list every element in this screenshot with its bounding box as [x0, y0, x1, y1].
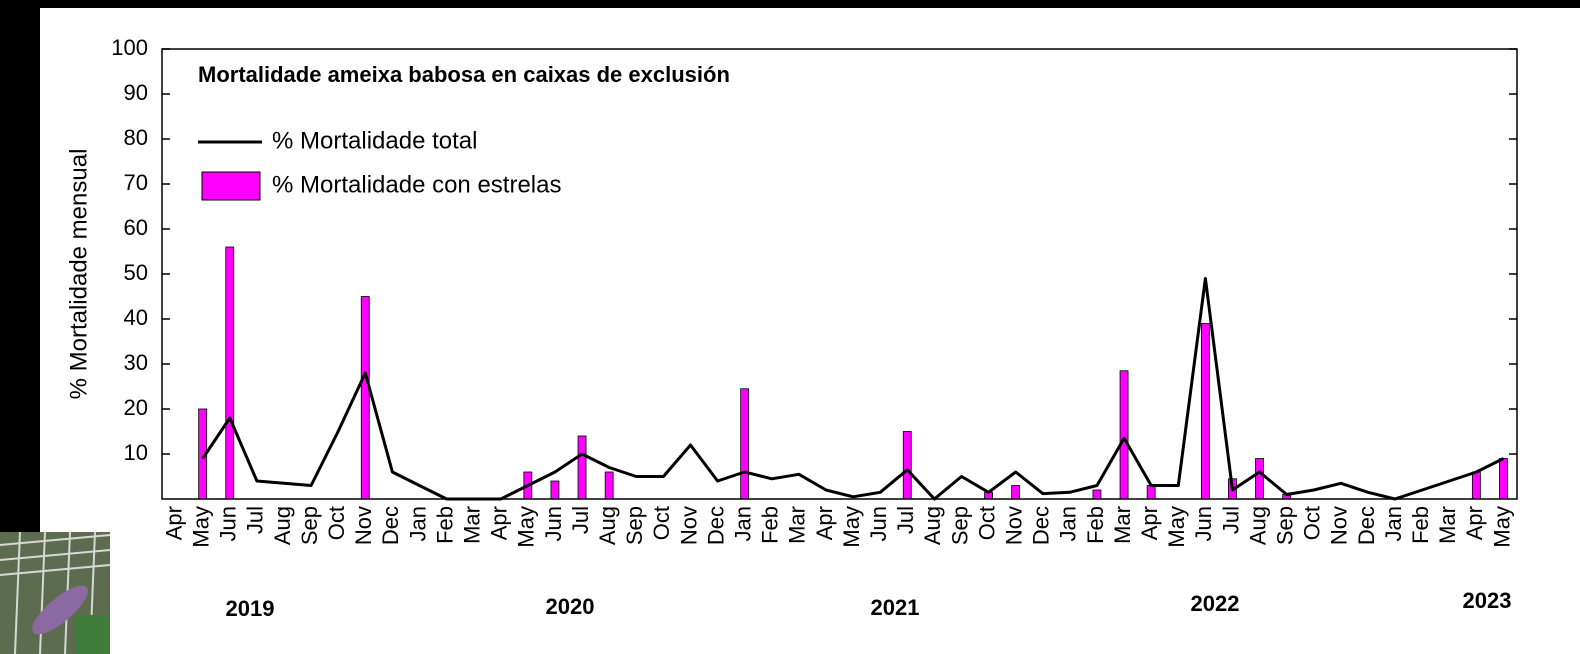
x-tick-label: Jul: [1218, 506, 1243, 534]
bar: [578, 436, 586, 499]
x-tick-label: Aug: [1245, 506, 1270, 545]
x-tick-label: Sep: [1272, 506, 1297, 545]
x-tick-label: Mar: [1435, 506, 1460, 544]
x-tick-label: Aug: [920, 506, 945, 545]
bar: [1256, 459, 1264, 500]
x-tick-label: Nov: [1001, 506, 1026, 545]
x-tick-label: Oct: [1300, 506, 1325, 540]
y-tick-label: 10: [124, 440, 148, 465]
y-tick-label: 50: [124, 260, 148, 285]
frame-top: [0, 0, 1580, 8]
x-tick-label: Feb: [1083, 506, 1108, 544]
x-tick-label: May: [839, 506, 864, 548]
y-tick-label: 60: [124, 215, 148, 240]
x-tick-label: Mar: [1110, 506, 1135, 544]
year-label: 2019: [226, 596, 275, 621]
bar: [1120, 371, 1128, 499]
bar: [605, 472, 613, 499]
y-tick-label: 40: [124, 305, 148, 330]
y-tick-label: 70: [124, 170, 148, 195]
x-tick-label: Jul: [243, 506, 268, 534]
background: [0, 0, 1580, 654]
bar: [361, 297, 369, 500]
x-tick-label: Jan: [1381, 506, 1406, 541]
x-tick-label: Apr: [1462, 506, 1487, 540]
x-tick-label: Feb: [758, 506, 783, 544]
y-axis-label: % Mortalidade mensual: [65, 149, 92, 400]
x-tick-label: Apr: [161, 506, 186, 540]
x-tick-label: Oct: [649, 506, 674, 540]
x-tick-label: Jan: [405, 506, 430, 541]
x-tick-label: Jan: [1056, 506, 1081, 541]
x-tick-label: May: [1164, 506, 1189, 548]
x-tick-label: Dec: [1029, 506, 1054, 545]
frame-left: [0, 0, 40, 532]
year-label: 2022: [1191, 591, 1240, 616]
x-tick-label: Mar: [785, 506, 810, 544]
x-tick-label: Dec: [378, 506, 403, 545]
x-tick-label: Jun: [866, 506, 891, 541]
x-tick-label: Feb: [432, 506, 457, 544]
x-tick-label: Oct: [324, 506, 349, 540]
x-tick-label: Nov: [676, 506, 701, 545]
y-tick-label: 80: [124, 125, 148, 150]
legend-label: % Mortalidade con estrelas: [272, 171, 561, 198]
bar: [551, 481, 559, 499]
x-tick-label: Sep: [947, 506, 972, 545]
bar: [903, 432, 911, 500]
year-label: 2021: [871, 595, 920, 620]
bar: [1472, 472, 1480, 499]
bar: [741, 389, 749, 499]
x-tick-label: Dec: [703, 506, 728, 545]
y-tick-label: 30: [124, 350, 148, 375]
bar: [226, 247, 234, 499]
x-tick-label: Aug: [270, 506, 295, 545]
x-tick-label: Sep: [622, 506, 647, 545]
x-tick-label: Apr: [487, 506, 512, 540]
x-tick-label: Nov: [1327, 506, 1352, 545]
x-tick-label: Nov: [351, 506, 376, 545]
photo-thumbnail: [0, 532, 110, 654]
y-tick-label: 100: [111, 35, 148, 60]
bar: [1093, 490, 1101, 499]
x-tick-label: Jul: [893, 506, 918, 534]
x-tick-label: Apr: [1137, 506, 1162, 540]
bar: [1012, 486, 1020, 500]
x-tick-label: Apr: [812, 506, 837, 540]
x-tick-label: Jun: [1191, 506, 1216, 541]
x-tick-label: Mar: [459, 506, 484, 544]
bar: [1499, 459, 1507, 500]
x-tick-label: May: [188, 506, 213, 548]
y-tick-label: 90: [124, 80, 148, 105]
page: Mortalidade ameixa babosa en caixas de e…: [0, 0, 1580, 654]
x-tick-label: Jul: [568, 506, 593, 534]
year-label: 2023: [1463, 588, 1512, 613]
x-tick-label: May: [1489, 506, 1514, 548]
x-tick-label: Sep: [297, 506, 322, 545]
chart-title: Mortalidade ameixa babosa en caixas de e…: [198, 62, 730, 87]
legend-swatch: [202, 172, 260, 200]
x-tick-label: May: [514, 506, 539, 548]
x-tick-label: Dec: [1354, 506, 1379, 545]
x-tick-label: Feb: [1408, 506, 1433, 544]
x-tick-label: Jun: [541, 506, 566, 541]
chart: Mortalidade ameixa babosa en caixas de e…: [0, 0, 1580, 654]
x-tick-label: Aug: [595, 506, 620, 545]
bar: [1201, 324, 1209, 500]
bar: [1147, 486, 1155, 500]
year-label: 2020: [546, 594, 595, 619]
y-tick-label: 20: [124, 395, 148, 420]
x-tick-label: Jun: [216, 506, 241, 541]
legend-label: % Mortalidade total: [272, 127, 477, 154]
x-tick-label: Oct: [974, 506, 999, 540]
x-tick-label: Jan: [730, 506, 755, 541]
